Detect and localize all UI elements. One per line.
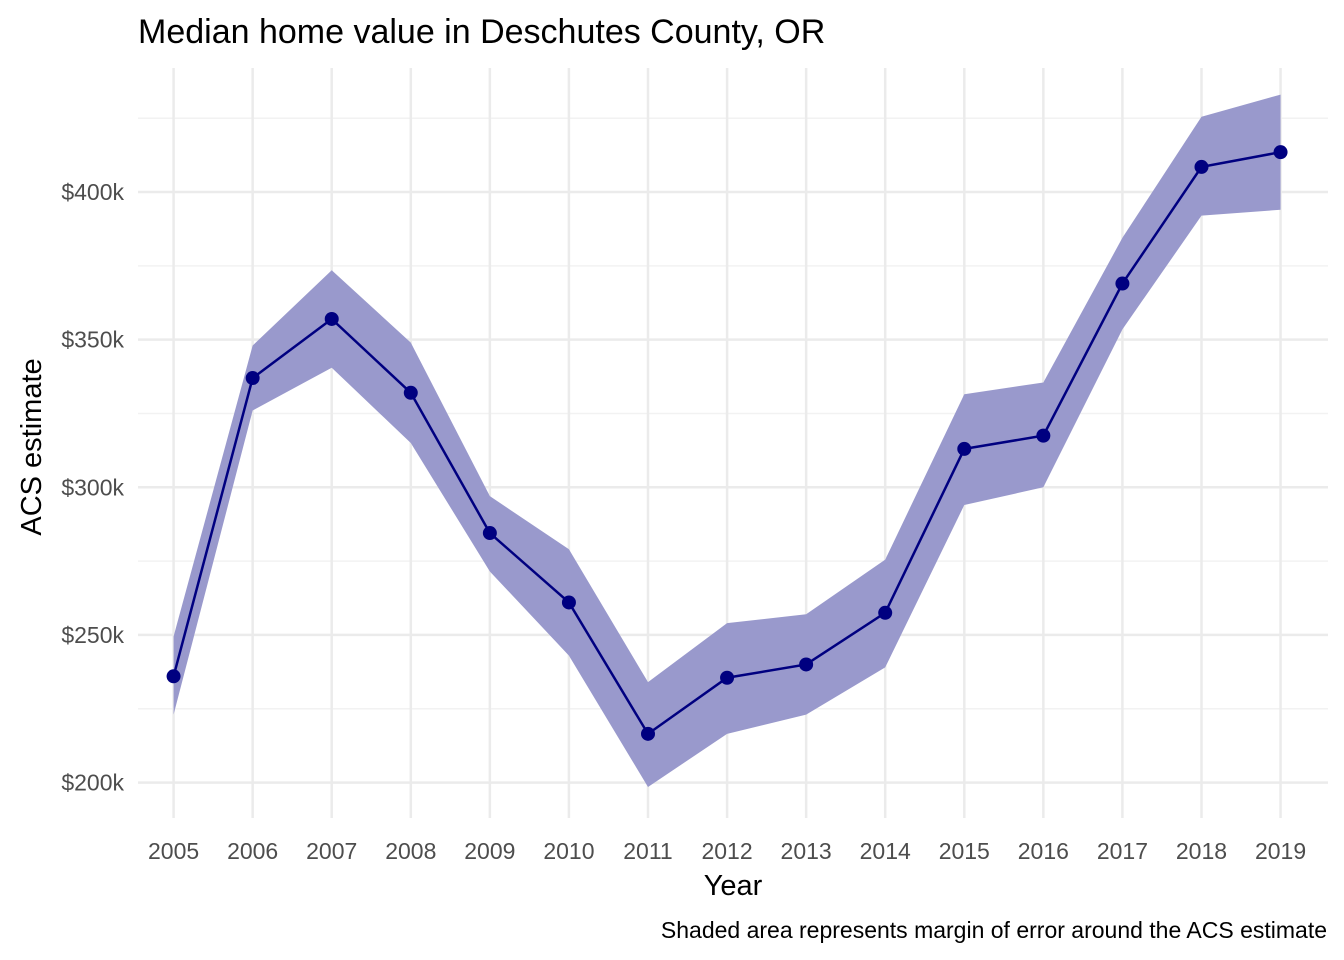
x-tick-label: 2017 <box>1097 838 1148 864</box>
x-tick-label: 2007 <box>306 838 357 864</box>
x-tick-label: 2016 <box>1018 838 1069 864</box>
estimate-point <box>641 726 655 741</box>
estimate-point <box>878 605 893 620</box>
y-tick-label: $400k <box>61 179 124 205</box>
chart-caption: Shaded area represents margin of error a… <box>661 917 1327 943</box>
x-tick-label: 2006 <box>227 838 278 864</box>
estimate-point <box>324 311 339 326</box>
estimate-point <box>245 371 260 386</box>
estimate-point <box>957 441 972 456</box>
y-tick-label: $250k <box>61 622 124 648</box>
x-axis-tick-labels: 2005 2006 2007 2008 2009 2010 2011 2012 2013 2014… <box>148 838 1306 864</box>
x-tick-label: 2008 <box>385 838 436 864</box>
x-tick-label: 2018 <box>1176 838 1227 864</box>
estimate-point <box>1194 159 1209 174</box>
x-axis-title: Year <box>704 870 763 902</box>
y-axis-tick-labels: $200k $250k $300k $350k $400k <box>61 179 124 796</box>
estimate-point <box>166 669 181 684</box>
y-tick-label: $200k <box>61 770 124 796</box>
moe-band <box>173 94 1281 787</box>
estimate-point <box>403 385 418 400</box>
chart-title: Median home value in Deschutes County, O… <box>138 13 825 51</box>
x-tick-label: 2014 <box>860 838 911 864</box>
estimate-point <box>482 526 497 541</box>
x-tick-label: 2012 <box>701 838 752 864</box>
x-tick-label: 2010 <box>543 838 594 864</box>
estimate-point <box>1273 145 1288 160</box>
estimate-point <box>1115 276 1130 291</box>
y-tick-label: $300k <box>61 474 124 500</box>
x-tick-label: 2015 <box>939 838 990 864</box>
estimate-point <box>561 595 576 610</box>
x-tick-label: 2005 <box>148 838 199 864</box>
estimate-point <box>799 657 814 672</box>
y-tick-label: $350k <box>61 327 124 353</box>
x-tick-label: 2011 <box>623 838 672 864</box>
moe-band-layer <box>173 94 1281 787</box>
estimate-point <box>720 670 735 685</box>
x-tick-label: 2013 <box>781 838 832 864</box>
x-tick-label: 2009 <box>464 838 515 864</box>
y-axis-title: ACS estimate <box>16 358 48 535</box>
x-tick-label: 2019 <box>1255 838 1306 864</box>
estimate-point <box>1036 428 1051 443</box>
estimate-points <box>166 145 1288 741</box>
